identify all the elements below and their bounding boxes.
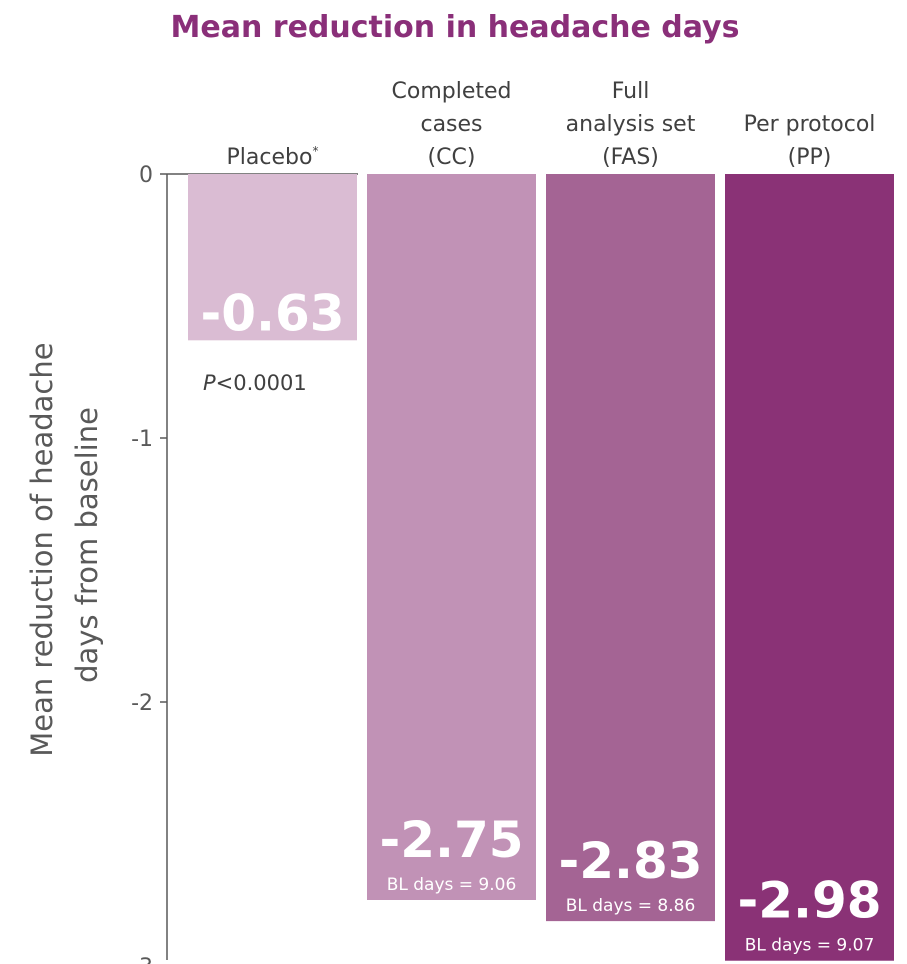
baseline-days-label: BL days = 8.86 (566, 896, 696, 916)
chart-title: Mean reduction in headache days (171, 10, 740, 45)
p-value-italic: P (203, 371, 216, 395)
bar (188, 174, 357, 341)
y-axis-label-line-1: Mean reduction of headache (25, 342, 59, 756)
bars (188, 174, 894, 961)
y-axis-label-line-2: days from baseline (70, 407, 104, 683)
value-label: -2.98 (737, 872, 881, 930)
category-label: Per protocol (744, 112, 876, 137)
bar (367, 174, 536, 900)
bar (546, 174, 715, 922)
category-labels: Placebo* Completed cases (CC) Full analysis s… (227, 79, 876, 170)
p-value-annotation: P<0.0001 (203, 371, 307, 395)
category-label: (FAS) (602, 145, 659, 170)
y-tick-label: -1 (131, 427, 153, 452)
y-tick-label: -2 (131, 691, 153, 716)
baseline-days-label: BL days = 9.06 (387, 875, 517, 895)
category-label: Placebo* (227, 144, 319, 170)
baseline-days-label: BL days = 9.07 (745, 936, 875, 956)
category-label: (CC) (428, 145, 476, 170)
category-label: Full (612, 79, 650, 104)
category-label: analysis set (566, 112, 696, 137)
y-tick-label: -3 (131, 955, 153, 964)
category-superscript: * (312, 144, 318, 158)
bar (725, 174, 894, 961)
category-label: (PP) (788, 145, 832, 170)
category-label: Completed (392, 79, 512, 104)
p-value-text: <0.0001 (216, 371, 307, 395)
value-label: -2.83 (558, 832, 702, 890)
value-label: -2.75 (379, 811, 523, 869)
category-label: cases (420, 112, 482, 137)
value-label: -0.63 (200, 284, 344, 342)
value-labels: -0.63 BL days = 9.06 -2.75 BL days = 8.86 -2… (200, 284, 881, 955)
y-tick-label: 0 (139, 163, 153, 188)
y-axis-label: Mean reduction of headache days from bas… (25, 333, 104, 757)
